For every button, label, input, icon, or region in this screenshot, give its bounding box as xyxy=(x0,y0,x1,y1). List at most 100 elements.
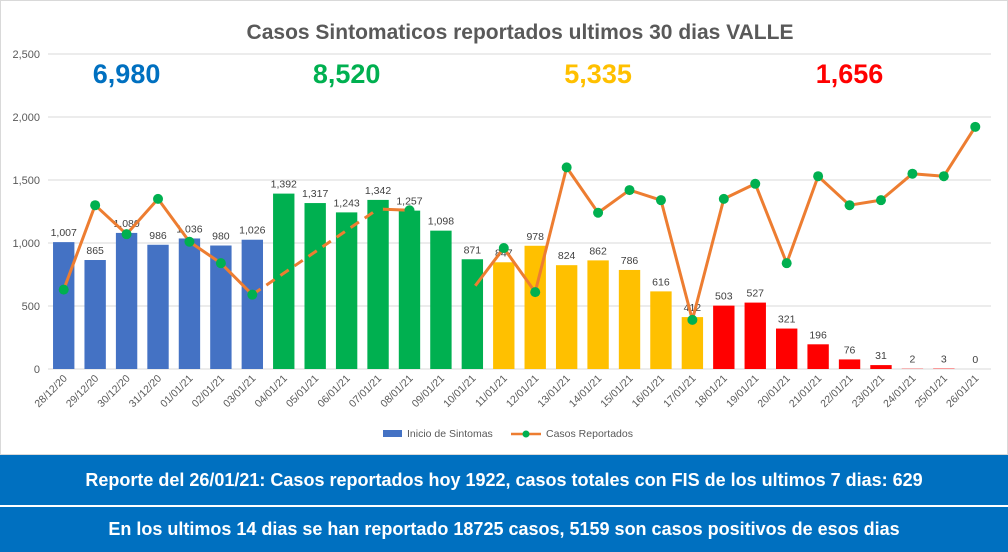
x-tick-label: 08/01/21 xyxy=(378,373,415,410)
bar-data-label: 321 xyxy=(778,314,796,326)
bar xyxy=(493,262,515,369)
line-marker xyxy=(247,289,258,300)
group-total-annotation: 8,520 xyxy=(313,59,381,89)
bar-data-label: 786 xyxy=(621,255,639,267)
bar xyxy=(241,239,264,369)
bar-data-label: 871 xyxy=(464,244,482,256)
x-tick-label: 10/01/21 xyxy=(441,373,478,410)
x-tick-label: 28/12/20 xyxy=(32,373,69,410)
x-tick-label: 23/01/21 xyxy=(850,373,887,410)
line-marker xyxy=(498,243,509,254)
line-marker xyxy=(938,171,949,182)
x-tick-label: 21/01/21 xyxy=(787,373,824,410)
x-tick-label: 20/01/21 xyxy=(755,373,792,410)
line-marker xyxy=(58,284,69,295)
x-tick-label: 29/12/20 xyxy=(64,373,101,410)
bar-data-label: 3 xyxy=(941,354,947,366)
x-tick-label: 01/01/21 xyxy=(158,373,195,410)
bar xyxy=(838,359,861,369)
bar xyxy=(273,193,295,369)
bar-data-label: 980 xyxy=(212,231,230,243)
x-tick-label: 05/01/21 xyxy=(284,373,321,410)
line-marker xyxy=(875,195,886,206)
bar-data-label: 986 xyxy=(149,230,167,242)
bar xyxy=(870,365,892,369)
line-marker xyxy=(687,314,698,325)
legend-line-label: Casos Reportados xyxy=(546,428,633,440)
report-banner-line-2: En los ultimos 14 dias se han reportado … xyxy=(0,505,1008,552)
y-tick-label: 1,000 xyxy=(12,238,40,250)
x-tick-label: 22/01/21 xyxy=(818,373,855,410)
bar-data-label: 503 xyxy=(715,291,733,303)
bar-data-label: 1,392 xyxy=(271,179,297,191)
legend-line-marker xyxy=(522,430,530,438)
bar-data-label: 0 xyxy=(972,354,978,366)
x-tick-label: 30/12/20 xyxy=(95,373,132,410)
x-tick-label: 25/01/21 xyxy=(913,373,950,410)
x-tick-label: 18/01/21 xyxy=(693,373,730,410)
bar xyxy=(147,244,169,369)
bar-data-label: 865 xyxy=(86,245,104,257)
x-tick-label: 14/01/21 xyxy=(567,373,604,410)
bar-data-label: 1,243 xyxy=(333,197,359,209)
line-marker xyxy=(153,193,164,204)
x-tick-label: 06/01/21 xyxy=(315,373,352,410)
bar xyxy=(713,305,735,369)
bar xyxy=(555,265,578,369)
line-marker xyxy=(907,168,918,179)
group-total-annotation: 5,335 xyxy=(564,59,632,89)
line-marker xyxy=(90,200,101,211)
bar-data-label: 31 xyxy=(875,350,887,362)
bar xyxy=(178,238,201,369)
x-tick-label: 07/01/21 xyxy=(347,373,384,410)
chart-svg: Casos Sintomaticos reportados ultimos 30… xyxy=(12,21,991,440)
bar-data-label: 196 xyxy=(809,329,827,341)
x-tick-label: 04/01/21 xyxy=(252,373,289,410)
bar xyxy=(210,245,232,369)
line-marker xyxy=(561,162,572,173)
line-marker xyxy=(970,121,981,132)
x-tick-label: 31/12/20 xyxy=(127,373,164,410)
line-marker xyxy=(184,236,195,247)
line-marker xyxy=(593,207,604,218)
bar xyxy=(398,210,421,369)
bar xyxy=(461,259,484,369)
legend-bar-label: Inicio de Sintomas xyxy=(407,428,493,440)
bar xyxy=(618,269,641,369)
line-marker xyxy=(215,258,226,269)
bar-data-label: 862 xyxy=(589,245,607,257)
bar-data-label: 76 xyxy=(844,344,856,356)
y-tick-label: 2,500 xyxy=(12,49,40,61)
report-banner-line-1: Reporte del 26/01/21: Casos reportados h… xyxy=(0,455,1008,505)
line-marker xyxy=(121,229,132,240)
line-marker xyxy=(718,193,729,204)
bar-data-label: 1,317 xyxy=(302,188,328,200)
line-marker xyxy=(373,203,384,214)
bar xyxy=(84,260,106,369)
bar xyxy=(744,302,766,369)
bar-data-label: 2 xyxy=(909,354,915,366)
bar xyxy=(304,203,326,369)
chart-title: Casos Sintomaticos reportados ultimos 30… xyxy=(247,21,794,44)
x-tick-label: 24/01/21 xyxy=(881,373,918,410)
line-marker xyxy=(844,200,855,211)
x-tick-label: 16/01/21 xyxy=(630,373,667,410)
x-tick-label: 13/01/21 xyxy=(535,373,572,410)
bar xyxy=(775,328,798,369)
line-marker xyxy=(624,185,635,196)
bar-data-label: 1,098 xyxy=(428,216,454,228)
line-marker xyxy=(467,284,478,295)
line-marker xyxy=(750,178,761,189)
y-tick-label: 1,500 xyxy=(12,175,40,187)
x-tick-label: 09/01/21 xyxy=(410,373,447,410)
bar xyxy=(587,260,609,369)
line-marker xyxy=(813,171,824,182)
x-tick-label: 12/01/21 xyxy=(504,373,541,410)
group-total-annotation: 6,980 xyxy=(93,59,161,89)
bar xyxy=(650,291,672,369)
bar-data-label: 1,026 xyxy=(239,225,265,237)
line-marker xyxy=(781,258,792,269)
bar xyxy=(115,232,138,369)
bar xyxy=(430,230,452,369)
y-tick-label: 500 xyxy=(22,301,40,313)
